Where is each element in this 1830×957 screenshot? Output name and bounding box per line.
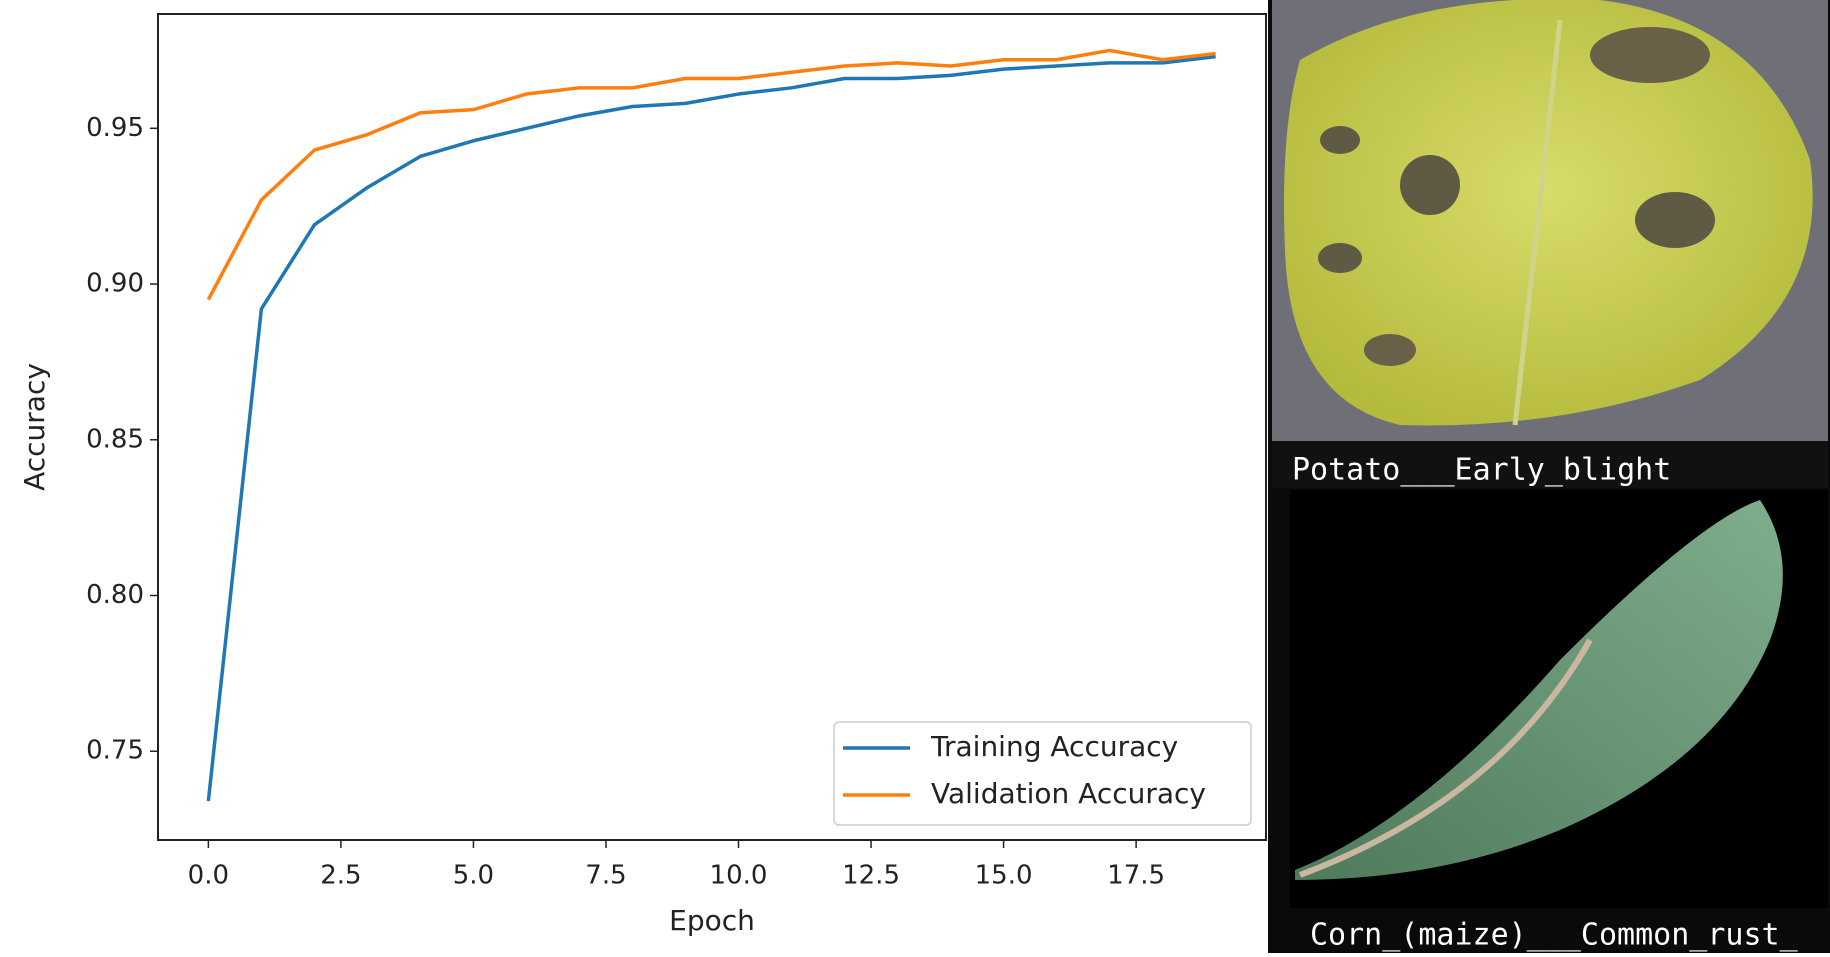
legend-box (833, 721, 1252, 826)
caption-bar (1272, 441, 1828, 488)
blight-spot (1320, 126, 1360, 154)
y-axis-label: Accuracy (18, 363, 51, 491)
y-tick-label: 0.90 (86, 269, 144, 299)
x-tick-label: 2.5 (320, 861, 361, 891)
x-tick-label: 0.0 (188, 861, 229, 891)
blight-spot (1400, 155, 1460, 215)
blight-spot (1318, 243, 1362, 273)
y-tick-label: 0.80 (86, 580, 144, 610)
series-line (206, 48, 1216, 301)
x-tick-label: 5.0 (453, 861, 494, 891)
series-line (206, 54, 1216, 802)
blight-spot (1635, 192, 1715, 248)
y-tick-label: 0.75 (86, 736, 144, 766)
x-axis-label: Epoch (669, 904, 755, 937)
image-caption: Potato___Early_blight (1292, 453, 1671, 488)
leaf-midrib (1298, 638, 1593, 878)
x-tick-label: 17.5 (1107, 861, 1165, 891)
x-tick-label: 10.0 (710, 861, 768, 891)
plot-frame (157, 13, 1267, 841)
chart: 0.75 0.80 0.85 0.90 0.95 0.0 2.5 5.0 7.5 10.0 12.5… (18, 13, 1267, 937)
y-tick-label: 0.95 (86, 113, 144, 143)
legend-label: Training Accuracy (930, 730, 1178, 763)
legend-label: Validation Accuracy (931, 777, 1206, 810)
corn-leaf (1295, 500, 1783, 880)
x-tick-label: 7.5 (585, 861, 626, 891)
image-caption: Corn_(maize)___Common_rust_ (1310, 918, 1799, 953)
blight-spot (1364, 334, 1416, 366)
x-tick-label: 15.0 (975, 861, 1033, 891)
x-tick-label: 12.5 (842, 861, 900, 891)
blight-spot (1590, 27, 1710, 83)
potato-leaf (1284, 0, 1813, 426)
y-tick-label: 0.85 (86, 424, 144, 454)
sample-images: Potato___Early_blight Corn_(maize)___Com… (1268, 0, 1830, 953)
leaf-vein (1512, 19, 1563, 426)
